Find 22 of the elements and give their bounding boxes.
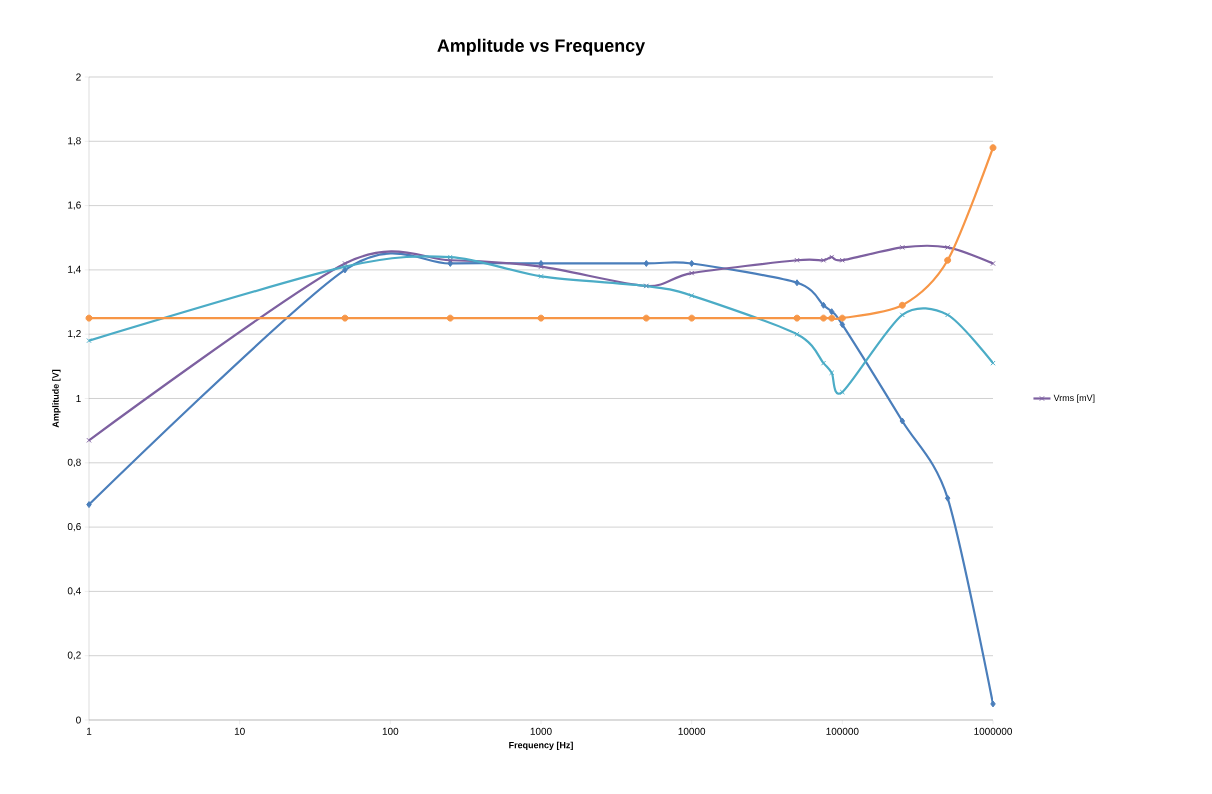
chart-title: Amplitude vs Frequency [437, 38, 646, 56]
y-tick-label: 0,4 [67, 587, 81, 596]
y-tick-label: 0,8 [67, 458, 81, 467]
y-tick-label: 2 [76, 73, 81, 81]
x-tick-label: 100 [382, 727, 399, 735]
y-tick-label: 0,2 [67, 651, 81, 660]
y-tick-label: 1,8 [68, 137, 81, 146]
x-tick-label: 10 [234, 727, 245, 735]
x-tick-label: 1000 [530, 727, 552, 735]
y-tick-label: 0 [76, 716, 81, 724]
legend-label: Vrms [mV] [1053, 394, 1095, 403]
x-tick-label: 1000000 [974, 727, 1013, 735]
y-axis-title: Amplitude [V] [52, 369, 61, 428]
y-tick-label: 0,6 [67, 522, 81, 532]
y-tick-label: 1,2 [68, 330, 81, 339]
y-tick-label: 1,6 [68, 201, 81, 210]
y-tick-label: 1 [76, 395, 81, 402]
x-tick-label: 100000 [826, 727, 859, 735]
x-tick-label: 1 [87, 727, 92, 735]
x-tick-label: 10000 [678, 727, 706, 735]
y-tick-label: 1,4 [68, 265, 81, 274]
x-axis-title: Frequency [Hz] [509, 741, 573, 751]
